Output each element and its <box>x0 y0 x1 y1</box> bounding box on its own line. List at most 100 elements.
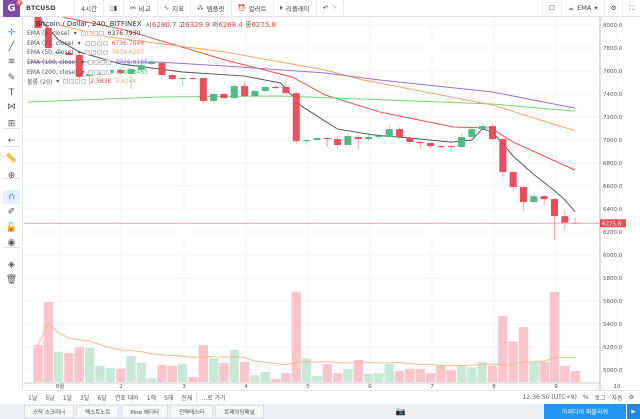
alert-button[interactable]: ⏰ 얼러트 <box>232 0 274 17</box>
volume-legend-row[interactable]: 볼륨 (20) ▾ 2.583K 5.414K <box>27 77 148 87</box>
candle-body <box>179 78 187 80</box>
study-controls[interactable] <box>80 31 104 37</box>
brush-icon[interactable]: ✎ <box>7 73 16 83</box>
trash-icon[interactable]: 🗑 <box>5 275 18 285</box>
publish-idea-button[interactable]: 아이디어 퍼블리쉬 <box>543 404 626 419</box>
price-tick-label: 7400.0 <box>603 92 623 98</box>
footer-tab[interactable]: 스탁 스크리너 <box>24 405 75 418</box>
ruler-icon[interactable]: 📏 <box>5 154 18 164</box>
magnet-icon[interactable]: ∩ <box>3 190 20 204</box>
study-legend-row[interactable]: EMA (21, close) ▾ 6736.7646 <box>27 39 148 49</box>
footer-tab[interactable]: 전략테스터 <box>169 405 214 418</box>
volume-bar <box>198 344 208 382</box>
lock-draw-icon[interactable]: ✐ <box>7 207 16 217</box>
fullscreen-button[interactable]: ⛶ <box>623 0 640 17</box>
range-button[interactable]: 연초 대비 <box>114 395 139 402</box>
interval-button[interactable]: 4시간 <box>75 0 105 17</box>
volume-bar <box>570 371 580 382</box>
range-button[interactable]: 5날 <box>45 395 55 402</box>
redo-icon[interactable]: ↷ <box>331 4 337 12</box>
volume-bar <box>518 327 529 382</box>
compare-button[interactable]: ⚯ 비교 <box>124 0 158 17</box>
undo-button[interactable]: ↶ ↷ <box>317 0 344 17</box>
study-legend-row[interactable]: EMA (50, close) ▾ 7079.6207 <box>27 48 148 58</box>
candle-body <box>561 216 569 223</box>
trend-line-icon[interactable]: ╱ <box>8 42 15 52</box>
volume-bar <box>146 378 157 382</box>
range-button[interactable]: 6달 <box>97 395 107 402</box>
study-controls[interactable] <box>88 69 112 75</box>
gear-icon: ⚙ <box>610 4 617 12</box>
candle <box>303 138 311 145</box>
zoom-in-icon[interactable]: ⊕ <box>7 171 16 181</box>
volume-bar <box>374 373 384 382</box>
log-toggle[interactable]: 로그 <box>594 395 606 402</box>
range-button[interactable]: 1해 <box>146 395 157 402</box>
study-controls[interactable] <box>63 79 87 85</box>
settings-button[interactable]: ⚙ <box>605 0 624 17</box>
candle-body <box>499 139 507 173</box>
templates-icon: ⁂ <box>197 4 204 12</box>
eye-icon[interactable]: ◉ <box>7 238 16 248</box>
symbol-search[interactable]: BTCUSD <box>20 0 75 17</box>
time-tick-label: 4 <box>244 384 248 390</box>
open-value: 6280.7 <box>151 21 177 29</box>
footer-tab[interactable]: 텍스트노트 <box>76 405 120 418</box>
goto-date-button[interactable]: ...로 가기 <box>196 393 229 402</box>
candle <box>127 67 135 90</box>
range-button[interactable]: 5해 <box>164 395 174 402</box>
candle <box>427 142 435 149</box>
range-button[interactable]: 전체 <box>181 395 193 402</box>
back-arrow-icon[interactable]: ← <box>7 136 16 146</box>
ema-line <box>27 61 576 109</box>
price-chart[interactable]: 8000.0 7800.0 7600.0 7400.0 7200.0 7000.0 6800… <box>0 0 640 392</box>
range-button[interactable]: 1달 <box>62 395 73 402</box>
measure-icon[interactable]: ⊞ <box>7 119 16 129</box>
crosshair-icon[interactable]: ✛ <box>7 28 16 38</box>
candle <box>282 82 290 94</box>
replay-icon: ⏵ <box>279 3 283 12</box>
footer-tab[interactable]: 트레이딩패널 <box>215 405 264 418</box>
candle-body <box>34 16 42 28</box>
templates-button[interactable]: ⁂ 템플릿 <box>191 0 232 17</box>
volume-bar <box>126 356 136 382</box>
layers-icon[interactable]: ◈ <box>8 260 15 270</box>
candle <box>416 141 424 150</box>
volume-bar <box>312 376 322 382</box>
volume-bar <box>363 373 374 382</box>
study-controls[interactable] <box>88 60 112 66</box>
range-button[interactable]: 1날 <box>28 395 38 402</box>
price-tick-label: 7000.0 <box>603 138 623 144</box>
study-legend-row[interactable]: EMA (100, close) ▾ 7276.8185 <box>27 58 148 68</box>
play-icon[interactable]: ▶ <box>626 404 640 419</box>
candle-body <box>489 126 497 140</box>
chevron-down-icon: ▾ <box>594 4 598 12</box>
candle <box>551 197 558 241</box>
replay-button[interactable]: ⏵ 리플레이 <box>274 0 317 17</box>
range-button[interactable]: 3달 <box>80 395 90 402</box>
volume-bar <box>498 316 508 382</box>
study-legend-row[interactable]: EMA (200, close) ▾ 7267.3463 <box>27 67 148 77</box>
study-legend-row[interactable]: EMA (5, close) ▾ 6376.7930 <box>27 29 148 39</box>
study-template-dropdown[interactable]: ☁ EMA ▾ <box>562 0 605 17</box>
fib-icon[interactable]: ≋ <box>7 57 16 67</box>
study-controls[interactable] <box>84 50 108 56</box>
chart-type-button[interactable]: ▯▮ <box>104 0 125 17</box>
footer-tab[interactable]: Pine 에디터 <box>121 405 168 418</box>
percent-toggle[interactable]: % <box>582 394 589 401</box>
lock-icon[interactable]: 🔓 <box>5 223 18 233</box>
pattern-icon[interactable]: ⋈ <box>7 102 16 112</box>
text-icon[interactable]: T <box>8 88 15 98</box>
camera-icon[interactable]: 📷 <box>395 407 406 416</box>
study-controls[interactable] <box>84 40 108 46</box>
indicators-button[interactable]: ∿ 지표 <box>158 0 192 17</box>
auto-toggle[interactable]: 자동 <box>611 395 623 402</box>
candle-body <box>272 86 280 89</box>
candle <box>406 136 414 145</box>
volume-bar <box>549 291 560 382</box>
candle-body <box>509 172 517 188</box>
layout-button[interactable]: ☐ <box>541 0 562 17</box>
volume-bar <box>177 364 188 382</box>
gear-icon[interactable]: ⚙ <box>628 394 634 401</box>
